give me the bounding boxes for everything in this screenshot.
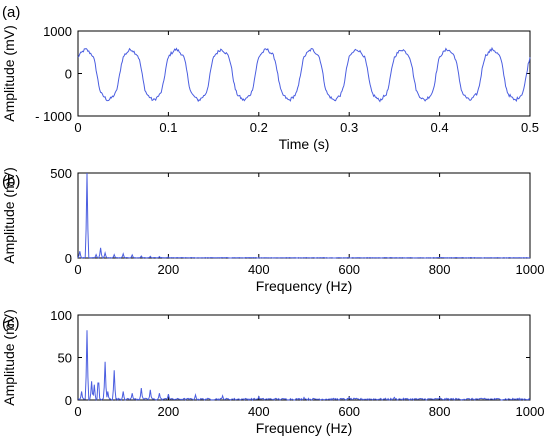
plot-frame	[77, 314, 531, 401]
panel-label: (c)	[2, 315, 20, 332]
x-tick-label: 200	[158, 404, 180, 419]
x-tick-label: 200	[158, 262, 180, 277]
y-axis-label: Amplitude (mV)	[1, 25, 17, 121]
x-tick-label: 400	[248, 262, 270, 277]
series-line	[77, 172, 531, 259]
series-line	[77, 330, 531, 402]
panel-spectrum-c: (c) 0 200 400 600 800 1000 100 50 0 Frequency (Hz)…	[1, 308, 544, 436]
panel-spectrum-b: (b) 0 200 400 600 800 1000 500 0 Frequency (Hz) Am…	[1, 166, 544, 294]
plot-frame	[77, 30, 531, 117]
y-tick-label: 50	[58, 351, 72, 366]
x-tick-label: 1000	[516, 404, 545, 419]
x-axis-label: Frequency (Hz)	[256, 278, 352, 294]
x-tick-label: 1000	[516, 262, 545, 277]
x-tick-label: 0	[74, 120, 81, 135]
y-tick-label: 100	[50, 308, 72, 323]
y-tick-label: 500	[50, 166, 72, 181]
x-tick-label: 800	[429, 404, 451, 419]
plot-frame	[77, 172, 531, 259]
x-tick-label: 0	[74, 262, 81, 277]
x-tick-label: 0.5	[521, 120, 539, 135]
y-axis-label: Amplitude (mV)	[1, 167, 17, 263]
x-tick-label: 800	[429, 262, 451, 277]
x-tick-label: 400	[248, 404, 270, 419]
x-tick-label: 0.3	[340, 120, 358, 135]
panel-label: (b)	[2, 173, 20, 190]
x-axis-label: Frequency (Hz)	[256, 420, 352, 436]
x-tick-label: 0.4	[431, 120, 449, 135]
x-tick-label: 0.2	[250, 120, 268, 135]
x-tick-label: 600	[338, 262, 360, 277]
y-tick-label: 0	[65, 67, 72, 82]
y-axis-label: Amplitude (mV)	[1, 309, 17, 405]
x-tick-label: 600	[338, 404, 360, 419]
y-tick-label: 0	[65, 251, 72, 266]
x-tick-label: 0	[74, 404, 81, 419]
x-tick-label: 0.1	[159, 120, 177, 135]
y-tick-label: 0	[65, 393, 72, 408]
y-tick-label: - 1000	[35, 109, 72, 124]
panel-label: (a)	[2, 4, 20, 21]
x-axis-label: Time (s)	[279, 136, 330, 152]
series-line	[77, 46, 531, 103]
y-tick-label: 1000	[43, 24, 72, 39]
